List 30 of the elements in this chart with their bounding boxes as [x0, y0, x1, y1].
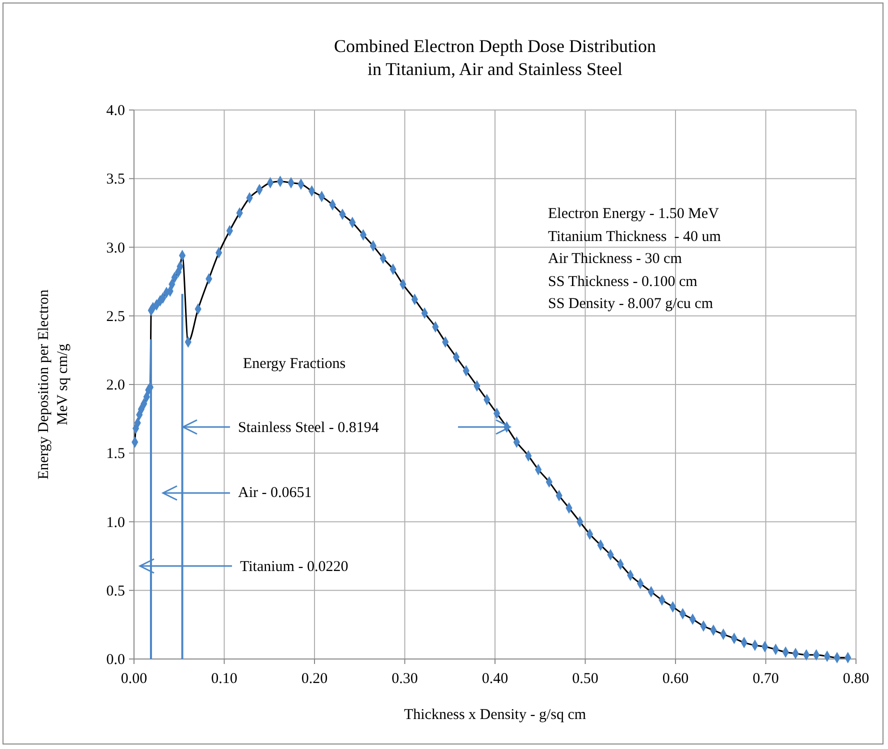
annotation: Stainless Steel - 0.8194	[238, 420, 380, 436]
y-axis-title: Energy Deposition per Electron MeV sq cm/g	[36, 288, 71, 480]
x-tick-label: 0.00	[120, 671, 148, 687]
x-tick-label: 0.50	[572, 671, 598, 687]
y-tick-label: 0.5	[106, 583, 125, 600]
annotation: Titanium Thickness - 40 um	[548, 229, 722, 245]
x-tick-label: 0.60	[662, 671, 689, 687]
annotation: Air - 0.0651	[238, 485, 312, 501]
x-tick-label: 0.20	[301, 671, 328, 687]
y-tick-label: 2.5	[106, 308, 125, 325]
annotation: Titanium - 0.0220	[240, 559, 348, 575]
y-tick-label: 1.5	[106, 446, 125, 462]
y-tick-label: 3.5	[106, 172, 125, 188]
x-axis-title: Thickness x Density - g/sq cm	[404, 707, 586, 723]
x-tick-label: 0.10	[211, 671, 238, 687]
annotation: SS Density - 8.007 g/cu cm	[548, 296, 714, 312]
chart-title: Combined Electron Depth Dose Distribution in Titanium, Air and Stainless Steel	[334, 36, 656, 79]
annotation: Air Thickness - 30 cm	[548, 251, 682, 267]
y-tick-label: 4.0	[106, 103, 125, 119]
y-tick-label: 2.0	[106, 378, 125, 394]
y-tick-label: 0.0	[106, 652, 125, 668]
x-tick-label: 0.80	[842, 671, 870, 687]
annotation: Energy Fractions	[243, 356, 346, 372]
x-tick-label: 0.40	[482, 671, 508, 687]
y-tick-label: 3.0	[106, 240, 125, 256]
annotation: Electron Energy - 1.50 MeV	[548, 206, 720, 222]
y-tick-label: 1.0	[106, 514, 125, 531]
x-tick-label: 0.70	[752, 671, 779, 687]
annotation: SS Thickness - 0.100 cm	[548, 274, 698, 290]
x-tick-label: 0.30	[392, 671, 418, 687]
